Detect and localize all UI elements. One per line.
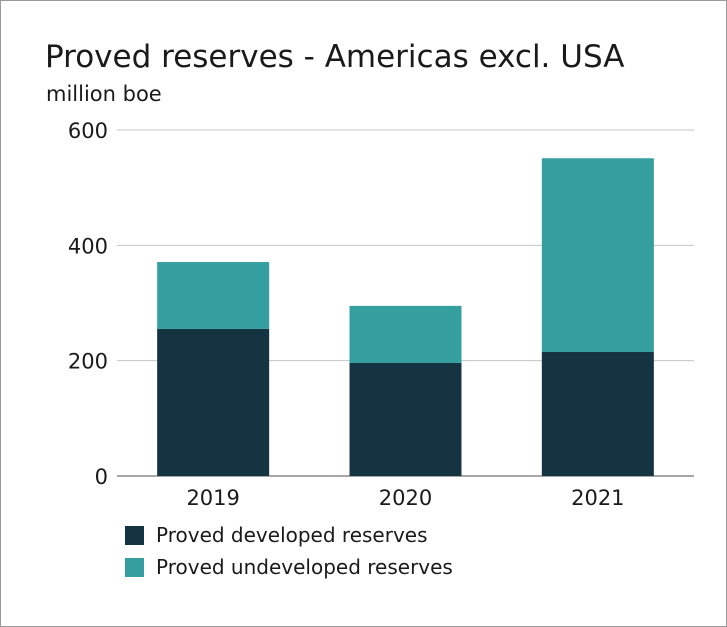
x-tick-label: 2019 — [186, 486, 239, 510]
bar-2019-developed — [157, 328, 270, 476]
bar-2019-undeveloped — [157, 262, 270, 329]
legend-label-developed: Proved developed reserves — [156, 523, 428, 547]
bar-2021-developed — [541, 352, 654, 476]
legend-swatch-developed — [125, 525, 144, 545]
legend-item-undeveloped: Proved undeveloped reserves — [125, 551, 453, 583]
bar-2020-undeveloped — [349, 305, 462, 363]
legend-item-developed: Proved developed reserves — [125, 519, 453, 551]
legend: Proved developed reserves Proved undevel… — [125, 519, 453, 583]
chart-title: Proved reserves - Americas excl. USA — [45, 39, 625, 75]
y-tick-label: 0 — [95, 465, 108, 489]
y-tick-label: 200 — [68, 350, 108, 374]
chart-subtitle: million boe — [46, 82, 162, 106]
bars — [157, 158, 654, 476]
y-tick-label: 400 — [68, 234, 108, 258]
bar-2021-undeveloped — [541, 158, 654, 353]
legend-label-undeveloped: Proved undeveloped reserves — [156, 555, 453, 579]
x-tick-label: 2020 — [379, 486, 432, 510]
y-tick-label: 600 — [68, 119, 108, 143]
axes: 0 200 400 600 2019 2020 2021 — [68, 119, 625, 510]
bar-2020-developed — [349, 362, 462, 476]
legend-swatch-undeveloped — [125, 557, 144, 577]
x-tick-label: 2021 — [571, 486, 624, 510]
